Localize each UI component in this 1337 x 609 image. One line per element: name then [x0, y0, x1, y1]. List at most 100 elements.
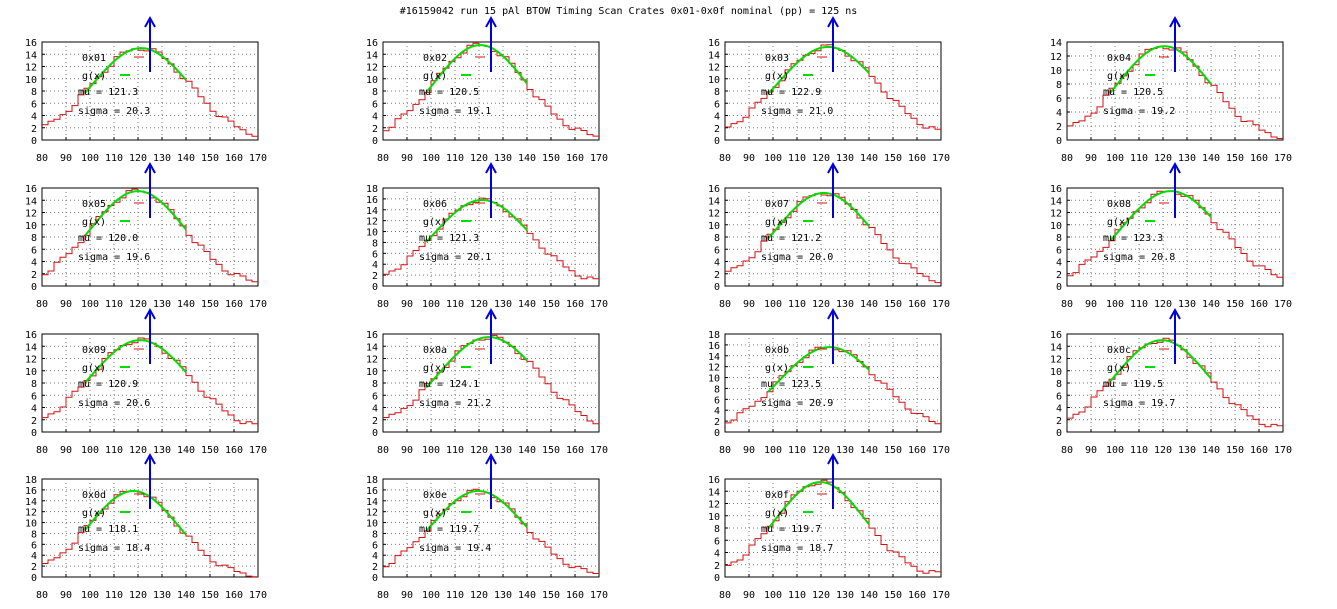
- y-tick-label: 0: [31, 573, 37, 584]
- y-tick-label: 14: [25, 342, 37, 353]
- x-tick-label: 80: [719, 445, 731, 456]
- y-tick-label: 18: [366, 184, 378, 195]
- series-label: 0x01: [82, 53, 106, 64]
- y-tick-label: 14: [708, 196, 720, 207]
- x-tick-label: 80: [377, 299, 389, 310]
- x-tick-label: 100: [81, 299, 99, 310]
- y-tick-label: 12: [708, 363, 720, 374]
- sigma-label: sigma = 19.4: [419, 543, 491, 554]
- series-label: 0x0e: [423, 490, 447, 501]
- x-tick-label: 120: [812, 445, 830, 456]
- x-tick-label: 150: [201, 590, 219, 601]
- x-tick-label: 130: [836, 299, 854, 310]
- x-tick-label: 120: [470, 299, 488, 310]
- fit-curve-0x0e: [425, 490, 528, 532]
- marker-arrowhead: [827, 307, 839, 320]
- y-tick-label: 6: [714, 99, 720, 110]
- y-tick-label: 4: [714, 549, 720, 560]
- fit-label: g(x): [765, 71, 789, 82]
- y-tick-label: 8: [714, 524, 720, 535]
- x-tick-label: 110: [446, 299, 464, 310]
- y-tick-label: 14: [1050, 196, 1062, 207]
- y-tick-label: 6: [714, 536, 720, 547]
- y-tick-label: 2: [31, 124, 37, 135]
- y-tick-label: 16: [708, 475, 720, 486]
- mu-label: mu = 119.5: [1103, 379, 1163, 390]
- x-tick-label: 170: [249, 299, 267, 310]
- y-tick-label: 12: [366, 355, 378, 366]
- sigma-label: sigma = 20.6: [78, 398, 150, 409]
- y-tick-label: 2: [714, 124, 720, 135]
- y-tick-label: 10: [708, 512, 720, 523]
- series-label: 0x0d: [82, 490, 106, 501]
- x-tick-label: 140: [177, 299, 195, 310]
- x-tick-label: 110: [446, 590, 464, 601]
- x-tick-label: 80: [377, 153, 389, 164]
- x-tick-label: 110: [105, 153, 123, 164]
- y-tick-label: 12: [708, 209, 720, 220]
- y-tick-label: 2: [372, 124, 378, 135]
- x-tick-label: 170: [932, 590, 950, 601]
- sigma-label: sigma = 20.9: [761, 398, 833, 409]
- y-tick-label: 2: [372, 416, 378, 427]
- x-tick-label: 150: [201, 153, 219, 164]
- series-label: 0x08: [1107, 199, 1131, 210]
- y-tick-label: 10: [708, 374, 720, 385]
- fit-label: g(x): [82, 363, 106, 374]
- y-tick-label: 16: [1050, 184, 1062, 195]
- x-tick-label: 100: [422, 590, 440, 601]
- fit-label: g(x): [1107, 363, 1131, 374]
- y-tick-label: 12: [1050, 209, 1062, 220]
- y-tick-label: 8: [31, 233, 37, 244]
- x-tick-label: 90: [60, 590, 72, 601]
- mu-label: mu = 120.9: [78, 379, 138, 390]
- marker-arrowhead: [485, 452, 497, 465]
- x-tick-label: 170: [249, 153, 267, 164]
- x-tick-label: 100: [81, 590, 99, 601]
- y-tick-label: 10: [366, 367, 378, 378]
- x-tick-label: 160: [908, 299, 926, 310]
- y-tick-label: 0: [1056, 282, 1062, 293]
- x-tick-label: 130: [494, 590, 512, 601]
- y-tick-label: 0: [372, 282, 378, 293]
- x-tick-label: 110: [788, 153, 806, 164]
- x-tick-label: 100: [764, 590, 782, 601]
- x-tick-label: 150: [542, 590, 560, 601]
- x-tick-label: 140: [177, 445, 195, 456]
- x-tick-label: 150: [542, 445, 560, 456]
- x-tick-label: 160: [1250, 153, 1268, 164]
- y-tick-label: 14: [25, 196, 37, 207]
- y-tick-label: 4: [714, 112, 720, 123]
- y-tick-label: 12: [366, 217, 378, 228]
- fit-label: g(x): [423, 71, 447, 82]
- x-tick-label: 140: [860, 153, 878, 164]
- y-tick-label: 4: [714, 406, 720, 417]
- series-label: 0x05: [82, 199, 106, 210]
- y-tick-label: 4: [1056, 108, 1062, 119]
- y-tick-label: 4: [714, 258, 720, 269]
- y-tick-label: 8: [1056, 233, 1062, 244]
- y-tick-label: 4: [1056, 404, 1062, 415]
- x-tick-label: 80: [36, 153, 48, 164]
- y-tick-label: 6: [714, 395, 720, 406]
- y-tick-label: 8: [1056, 80, 1062, 91]
- fit-curve-0x09: [84, 339, 187, 384]
- x-tick-label: 110: [788, 299, 806, 310]
- y-tick-label: 12: [25, 508, 37, 519]
- x-tick-label: 130: [153, 445, 171, 456]
- y-tick-label: 10: [1050, 221, 1062, 232]
- marker-arrowhead: [144, 452, 156, 465]
- x-tick-label: 100: [1106, 299, 1124, 310]
- x-tick-label: 80: [719, 153, 731, 164]
- x-tick-label: 130: [836, 153, 854, 164]
- x-tick-label: 140: [1202, 445, 1220, 456]
- x-tick-label: 150: [1226, 445, 1244, 456]
- x-tick-label: 110: [105, 299, 123, 310]
- y-tick-label: 0: [31, 428, 37, 439]
- y-tick-label: 6: [372, 249, 378, 260]
- y-tick-label: 12: [708, 63, 720, 74]
- sigma-label: sigma = 20.8: [1103, 252, 1175, 263]
- x-tick-label: 140: [860, 299, 878, 310]
- x-tick-label: 120: [812, 153, 830, 164]
- fit-curve-0x0f: [767, 481, 870, 530]
